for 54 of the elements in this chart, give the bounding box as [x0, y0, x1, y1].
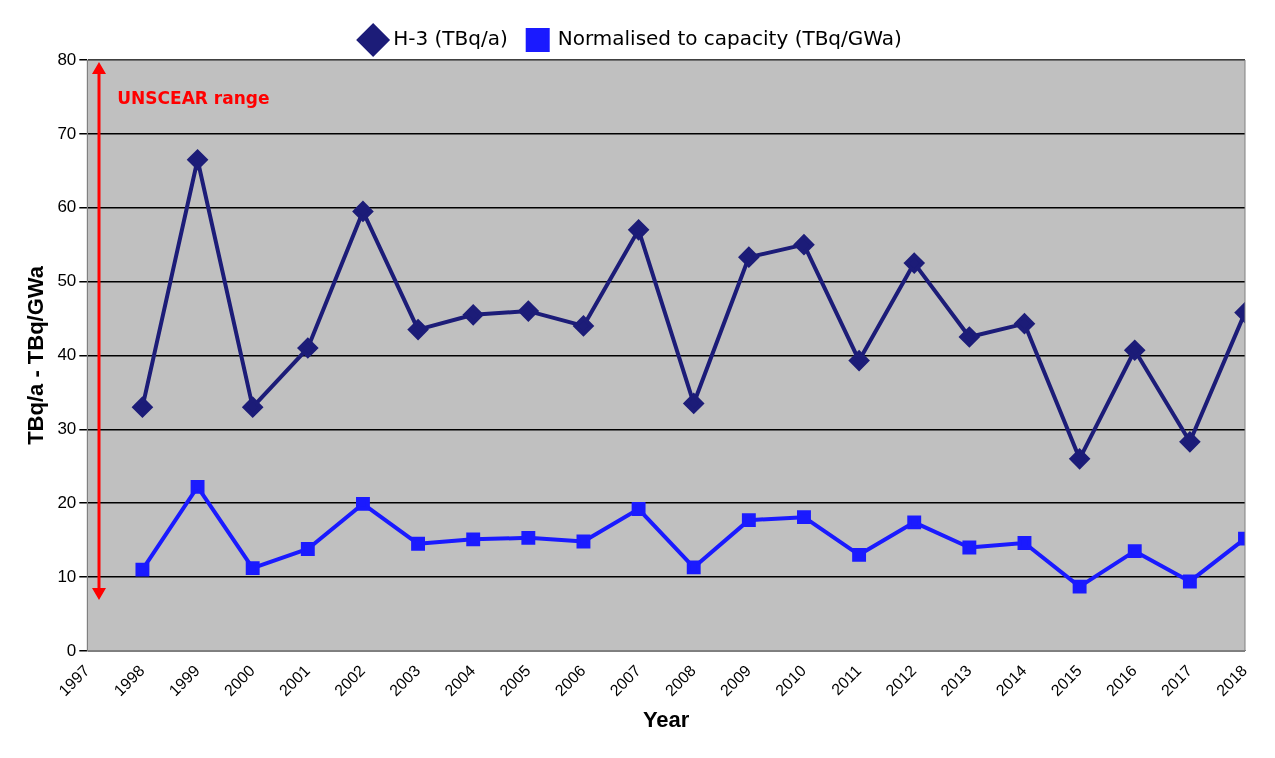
y-tick-label: 60 — [57, 197, 77, 217]
point — [793, 234, 814, 255]
point — [686, 560, 701, 575]
point — [683, 393, 704, 414]
point — [1179, 431, 1200, 452]
point — [190, 479, 205, 494]
point — [904, 253, 925, 274]
point — [135, 562, 150, 577]
point — [1182, 574, 1197, 589]
y-tick-label: 70 — [57, 123, 77, 143]
x-axis-title: Year — [642, 706, 690, 732]
point — [1127, 544, 1142, 559]
y-tick-label: 0 — [66, 640, 77, 660]
point — [573, 315, 594, 336]
point — [628, 219, 649, 240]
point — [738, 247, 759, 268]
point — [849, 350, 870, 371]
point — [463, 304, 484, 325]
point — [300, 541, 315, 556]
point — [411, 536, 426, 551]
point — [356, 496, 370, 511]
point — [1124, 340, 1145, 361]
point — [187, 149, 208, 170]
legend-label: Normalised to capacity (TBq/GWa) — [557, 26, 902, 51]
y-tick-label: 80 — [57, 49, 77, 69]
y-tick-label: 40 — [57, 345, 77, 365]
point — [1017, 536, 1032, 550]
y-tick-label: 30 — [57, 418, 77, 438]
point — [1072, 579, 1087, 594]
point — [297, 338, 318, 359]
point — [741, 513, 756, 528]
legend-label: H-3 (TBq/a) — [393, 26, 508, 51]
point — [245, 561, 260, 576]
point — [959, 326, 980, 347]
point — [518, 301, 539, 322]
y-tick-label: 10 — [57, 566, 77, 586]
point — [797, 510, 811, 525]
point — [132, 397, 153, 418]
point — [631, 502, 646, 516]
point — [576, 534, 591, 549]
point — [242, 397, 263, 418]
point — [1014, 313, 1035, 334]
point — [408, 319, 429, 340]
y-axis-title: TBq/a - TBq/GWa — [23, 265, 49, 445]
point — [352, 201, 373, 222]
point — [962, 540, 977, 555]
point — [1069, 448, 1090, 469]
point — [907, 515, 922, 530]
point — [521, 530, 536, 545]
point — [852, 547, 867, 562]
y-tick-label: 50 — [57, 271, 77, 291]
y-tick-label: 20 — [57, 492, 77, 512]
annotation: UNSCEAR range — [117, 88, 270, 109]
point — [466, 532, 481, 547]
